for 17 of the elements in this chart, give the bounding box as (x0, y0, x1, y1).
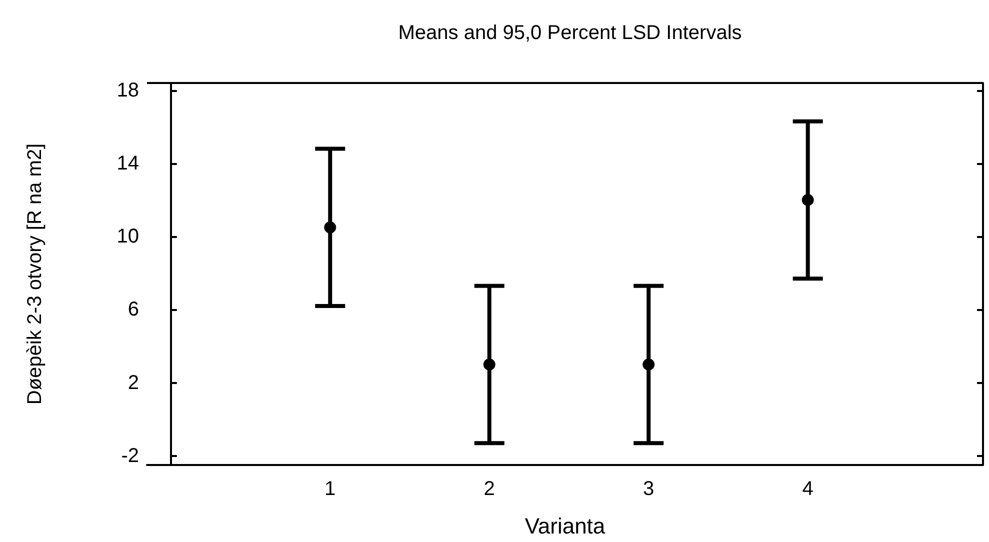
point (642, 358, 655, 370)
point (802, 194, 814, 206)
chart-title: Means and 95,0 Percent LSD Intervals (398, 22, 742, 44)
y-tick-label: 14 (116, 152, 139, 174)
x-tick-label: 2 (484, 478, 495, 500)
point (483, 358, 496, 370)
y-tick-label: 18 (116, 79, 139, 102)
y-tick-label: 10 (116, 226, 139, 248)
y-tick-label: 6 (128, 298, 139, 321)
y-axis-title: Døepèik 2-3 otvory [R na m2] (24, 143, 46, 405)
y-tick-label: -2 (121, 444, 139, 467)
point (324, 221, 336, 234)
x-tick-label: 1 (324, 478, 336, 500)
x-tick-label: 4 (802, 478, 814, 500)
y-tick-label: 2 (128, 372, 139, 394)
x-axis-title: Varianta (524, 514, 606, 538)
x-tick-label: 3 (643, 478, 654, 500)
